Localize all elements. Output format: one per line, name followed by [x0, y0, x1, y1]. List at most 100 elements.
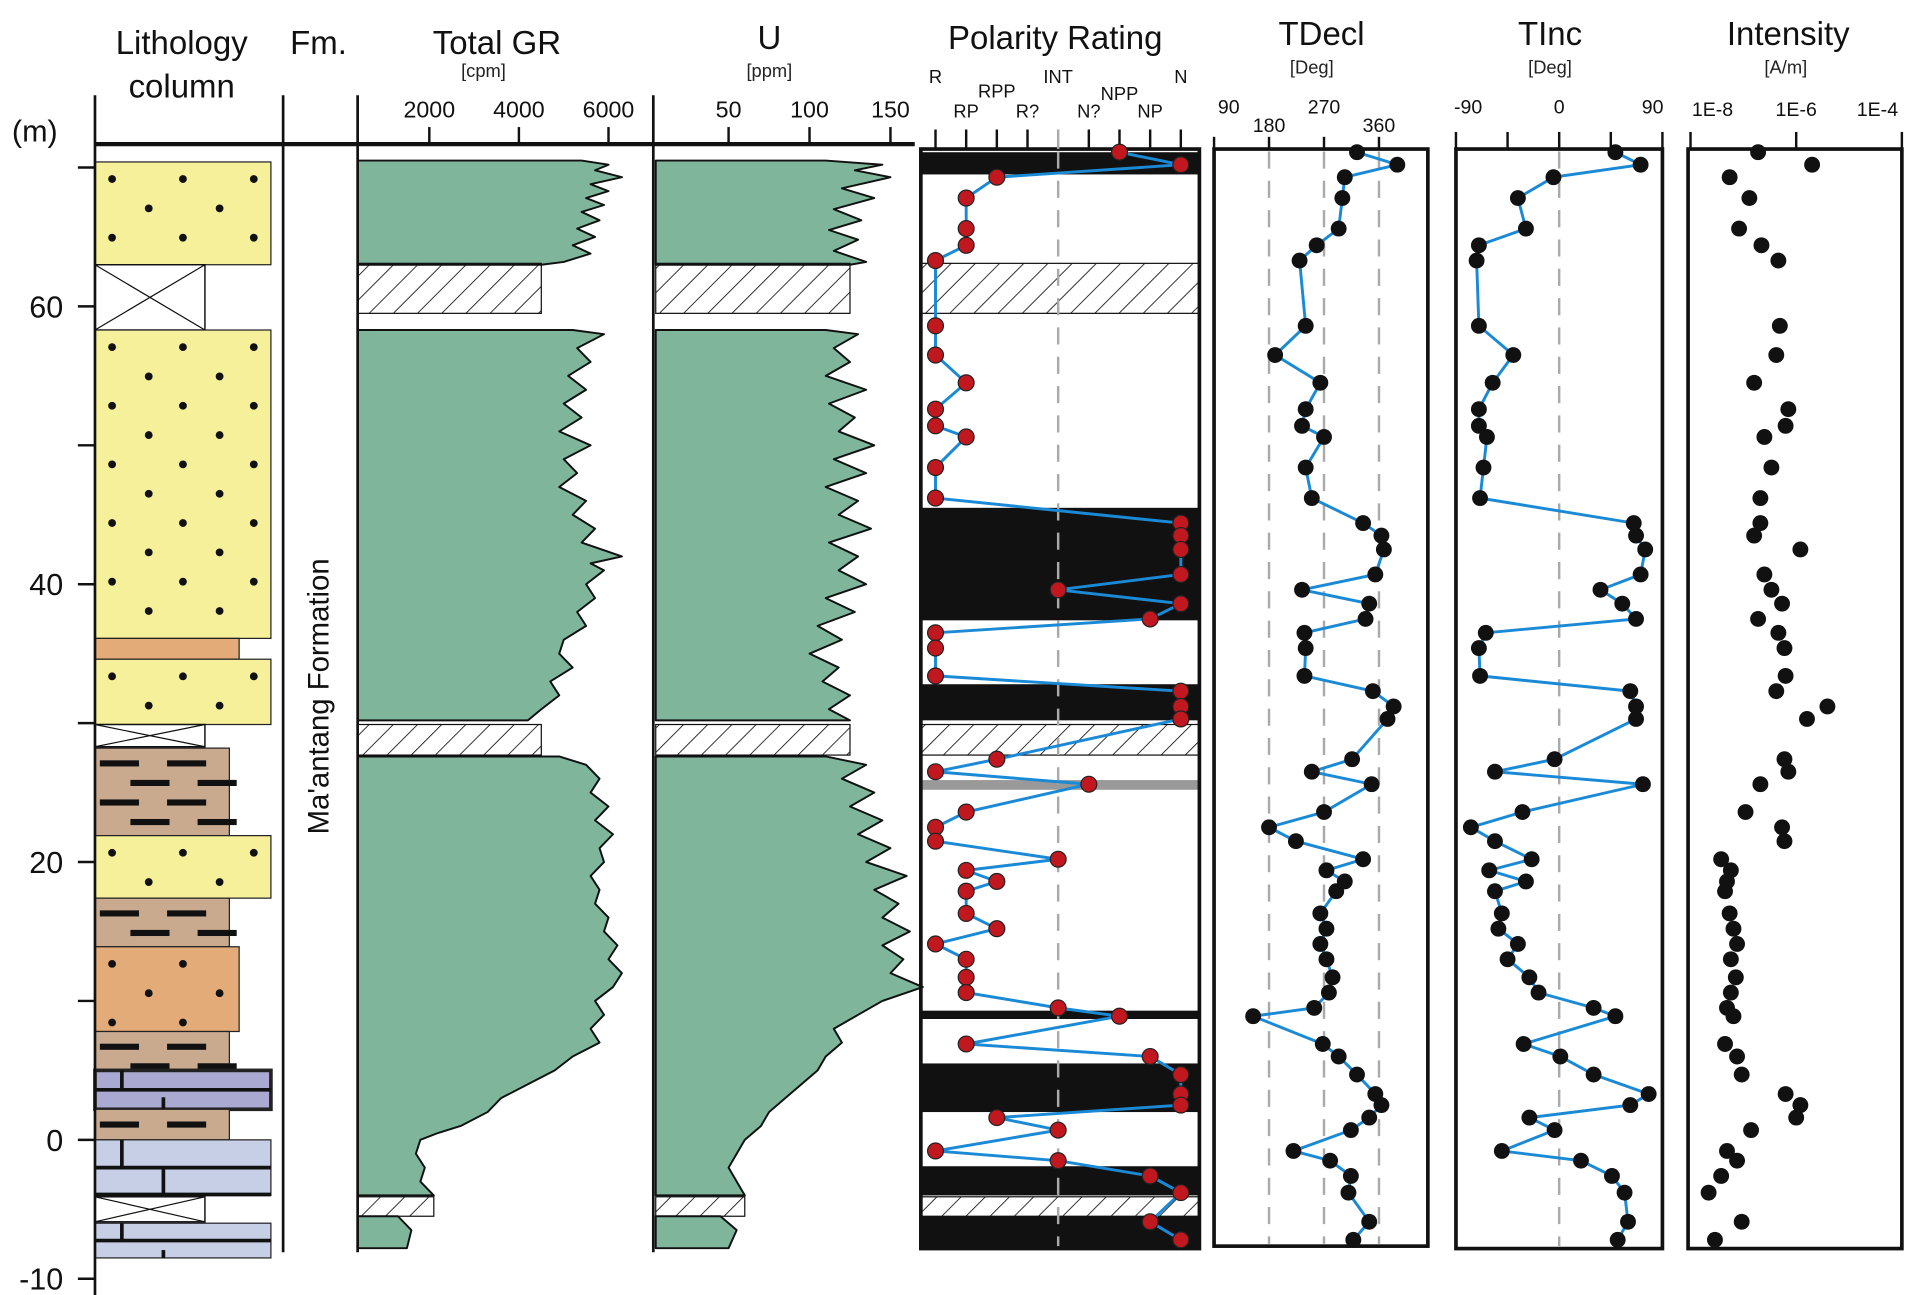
polarity-point — [926, 935, 945, 953]
polarity-point — [1141, 1213, 1159, 1231]
polarity-point — [1049, 581, 1067, 599]
polarity-point — [957, 861, 975, 879]
covered-cross — [94, 723, 206, 748]
tdecl-point — [1297, 640, 1314, 657]
polarity-point — [957, 189, 975, 207]
polarity-point — [1172, 1184, 1190, 1202]
intensity-point — [1804, 156, 1821, 173]
intensity-point — [1717, 1036, 1733, 1052]
intensity-point — [1771, 317, 1788, 334]
intensity-point — [1750, 144, 1767, 161]
gr-tick-label: 6000 — [583, 96, 635, 122]
tinc-point — [1628, 698, 1644, 715]
intensity-frame — [1686, 147, 1904, 1251]
sand-grain-dot — [108, 343, 116, 352]
tinc-point — [1616, 1184, 1633, 1201]
tdecl-point — [1389, 156, 1406, 173]
polarity-point — [957, 968, 975, 986]
tdecl-point — [1287, 833, 1304, 850]
intensity-point — [1752, 776, 1769, 793]
tdecl-point — [1349, 1066, 1365, 1083]
lithology-title-line1: Lithology — [116, 24, 248, 61]
intensity-point — [1713, 851, 1730, 868]
gr-curve — [356, 1215, 413, 1250]
sand-grain-dot — [215, 607, 224, 615]
normal-polarity-bar — [920, 152, 1200, 175]
polarity-point — [1172, 1066, 1190, 1084]
tinc-point — [1487, 833, 1503, 850]
tinc-point — [1493, 1143, 1510, 1159]
tdecl-point — [1330, 1048, 1347, 1065]
tinc-point — [1622, 683, 1639, 700]
intensity-point — [1719, 1143, 1735, 1159]
intensity-point — [1780, 401, 1797, 418]
depth-unit: (m) — [12, 115, 58, 149]
sand-grain-dot — [249, 460, 258, 469]
polarity-frame — [919, 147, 1202, 1251]
tinc-point — [1472, 667, 1488, 684]
tdecl-point — [1355, 515, 1372, 532]
polarity-point — [926, 763, 945, 781]
tdecl-point — [1318, 951, 1335, 968]
tdecl-point — [1318, 862, 1335, 879]
sand-grain-dot — [179, 175, 187, 183]
mud-dash — [130, 1063, 170, 1070]
intensity-point — [1768, 347, 1785, 363]
polarity-point — [926, 458, 945, 477]
depth-tick-label: -10 — [19, 1263, 63, 1295]
tinc-point — [1509, 936, 1526, 952]
intensity-point — [1721, 905, 1738, 922]
sand-grain-dot — [179, 343, 187, 352]
mud-dash — [167, 799, 207, 806]
polarity-tick-label: INT — [1043, 66, 1073, 87]
polarity-point — [988, 750, 1006, 768]
tinc-point — [1552, 1048, 1569, 1065]
tdecl-point — [1324, 969, 1341, 986]
polarity-point — [1172, 1096, 1190, 1114]
gr-gap-hatch — [357, 723, 542, 756]
tinc-point — [1640, 1086, 1657, 1102]
tinc-point — [1523, 851, 1540, 868]
lithology-silty-sandstone — [94, 946, 240, 1033]
intensity-point — [1743, 1122, 1760, 1139]
tdecl-point — [1318, 920, 1335, 937]
tdecl-point — [1336, 169, 1353, 186]
tinc-point — [1607, 1008, 1624, 1025]
polarity-point — [988, 1109, 1006, 1127]
gr-gap-hatch — [357, 1196, 435, 1217]
intensity-point — [1725, 920, 1742, 937]
gr-tick-label: 2000 — [404, 96, 456, 122]
u-curve — [654, 1215, 738, 1250]
sand-grain-dot — [179, 959, 187, 968]
polarity-point — [988, 168, 1006, 186]
lithology-title-line2: column — [129, 68, 235, 105]
sand-grain-dot — [144, 607, 153, 615]
sand-grain-dot — [108, 959, 116, 968]
gr-gap-hatch — [357, 262, 542, 314]
sand-grain-dot — [144, 372, 153, 381]
polarity-point — [1049, 999, 1067, 1017]
tdecl-point — [1314, 1036, 1331, 1052]
tdecl-point — [1291, 252, 1308, 269]
tinc-point — [1521, 1109, 1538, 1126]
tdecl-point — [1322, 1152, 1339, 1169]
tdecl-tick-label: 270 — [1308, 97, 1341, 119]
tinc-point — [1517, 220, 1534, 237]
tdecl-point — [1373, 527, 1390, 544]
intensity-point — [1729, 1048, 1746, 1065]
intensity-point — [1752, 515, 1769, 532]
sand-grain-dot — [108, 577, 116, 586]
intensity-point — [1768, 683, 1785, 700]
mud-dash — [130, 779, 170, 786]
polarity-point — [957, 220, 975, 238]
sand-grain-dot — [215, 372, 224, 381]
polarity-point — [1172, 565, 1190, 584]
intensity-point — [1727, 969, 1744, 986]
polarity-point — [926, 667, 945, 685]
tdecl-point — [1306, 999, 1323, 1016]
sand-grain-dot — [215, 431, 224, 439]
lithology-sandstone — [94, 835, 272, 899]
tdecl-point — [1342, 1122, 1359, 1139]
mud-dash — [99, 910, 139, 917]
polarity-point — [988, 872, 1006, 891]
